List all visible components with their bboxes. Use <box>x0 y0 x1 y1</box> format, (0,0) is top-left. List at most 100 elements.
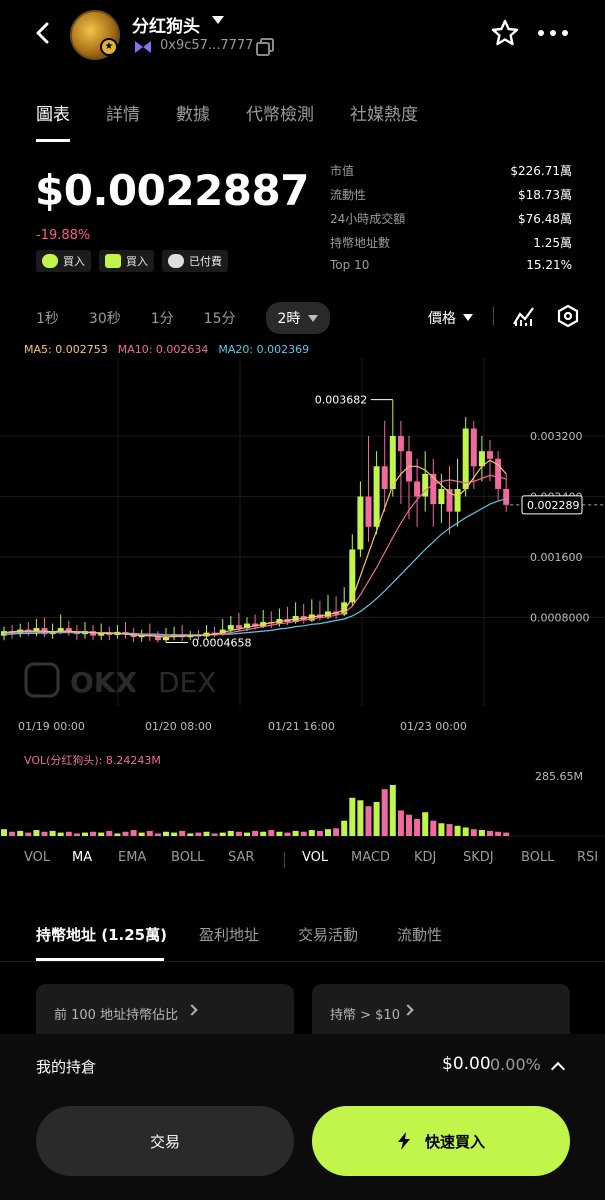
token-name[interactable]: 分红狗头 <box>132 17 200 37</box>
y-tick-label: 0.001600 <box>530 551 583 564</box>
x-tick-label: 01/19 00:00 <box>18 720 85 733</box>
tab-data[interactable]: 數據 <box>176 105 210 125</box>
high-marker: 0.003682 <box>315 394 393 407</box>
candle-body <box>1 631 7 636</box>
candle-body <box>341 602 348 615</box>
tab-liquidity[interactable]: 流動性 <box>397 926 443 944</box>
ma10-value: MA10: 0.002634 <box>117 343 209 356</box>
chart-grid <box>0 358 605 706</box>
contract-address: 0x9c57...7777 <box>160 38 254 53</box>
bag-icon <box>105 254 121 268</box>
volume-bar <box>203 831 210 836</box>
interval-1s[interactable]: 1秒 <box>36 311 59 327</box>
candle-body <box>98 632 105 636</box>
volume-bar <box>333 828 340 836</box>
volume-bar <box>495 831 502 836</box>
ind-vol[interactable]: VOL <box>24 850 51 865</box>
price-type-select[interactable]: 價格 <box>428 311 456 327</box>
tab-token-check[interactable]: 代幣檢測 <box>246 105 314 125</box>
volume-bar <box>49 830 56 836</box>
token-dropdown-icon[interactable] <box>212 16 224 24</box>
volume-bar <box>25 832 32 836</box>
indicator-tabs: VOL MA EMA BOLL SAR VOL MACD KDJ SKDJ BO… <box>0 850 605 872</box>
volume-bar <box>187 833 194 836</box>
watermark: OKX DEX <box>24 662 216 699</box>
tab-trade-activity[interactable]: 交易活動 <box>298 926 359 944</box>
candle-body <box>65 628 72 633</box>
candle-body <box>430 473 437 505</box>
candlestick-chart[interactable]: OKX DEX 0.0032000.0024000.0016000.000800… <box>0 358 605 738</box>
candle-body <box>389 436 396 489</box>
candle-body <box>227 625 234 630</box>
stat-holders: 持幣地址數 1.25萬 <box>330 236 572 250</box>
interval-30s[interactable]: 30秒 <box>88 311 121 327</box>
ind-sar[interactable]: SAR <box>228 850 255 865</box>
volume-bar <box>17 830 24 836</box>
bottom-bar: 我的持倉 $0.00 0.00% 交易 快速買入 <box>0 1034 605 1200</box>
candle-body <box>478 451 485 467</box>
volume-bar <box>470 829 477 836</box>
candle-body <box>454 488 461 512</box>
quick-buy-button[interactable]: 快速買入 <box>312 1106 570 1176</box>
svg-text:OKX: OKX <box>70 666 138 699</box>
ind-sub-vol[interactable]: VOL <box>302 850 329 865</box>
star-icon[interactable] <box>490 18 520 48</box>
badge-buy-1[interactable]: 買入 <box>36 250 91 272</box>
badge-paid[interactable]: 已付費 <box>162 250 228 272</box>
volume-bar <box>325 829 331 836</box>
candle-body <box>373 466 380 527</box>
candle-body <box>381 466 388 489</box>
last-price-marker: 0.002289 <box>510 495 605 515</box>
ind-macd[interactable]: MACD <box>351 850 390 865</box>
chevron-down-icon <box>308 314 319 322</box>
volume-bar <box>308 830 315 836</box>
token-avatar <box>70 10 120 60</box>
badge-buy-2[interactable]: 買入 <box>99 250 154 272</box>
candle-body <box>414 481 421 497</box>
trade-button[interactable]: 交易 <box>36 1106 294 1176</box>
divider <box>493 306 494 326</box>
ind-ma[interactable]: MA <box>72 850 93 865</box>
chevron-right-icon <box>186 1004 198 1016</box>
candle-body <box>130 634 137 638</box>
tab-profit-addresses[interactable]: 盈利地址 <box>199 926 260 944</box>
volume-bar <box>163 831 169 836</box>
tab-chart[interactable]: 圖表 <box>36 100 70 142</box>
volume-bar <box>438 823 445 836</box>
volume-bar <box>90 831 97 836</box>
tab-details[interactable]: 詳情 <box>106 105 140 125</box>
ind-boll[interactable]: BOLL <box>171 850 205 865</box>
back-arrow-icon[interactable] <box>30 20 56 46</box>
candle-body <box>446 488 453 512</box>
ind-ema[interactable]: EMA <box>118 850 147 865</box>
ind-sub-boll[interactable]: BOLL <box>521 850 555 865</box>
tab-social[interactable]: 社媒熱度 <box>350 105 418 125</box>
ind-kdj[interactable]: KDJ <box>414 850 437 865</box>
interval-1m[interactable]: 1分 <box>150 311 174 327</box>
volume-bar <box>357 800 364 836</box>
interval-15m[interactable]: 15分 <box>203 311 236 327</box>
chevron-up-icon[interactable] <box>550 1061 566 1077</box>
low-label: 0.0004658 <box>192 636 252 649</box>
tab-holders[interactable]: 持幣地址 (1.25萬) <box>36 926 167 944</box>
volume-bar <box>122 831 129 836</box>
more-icon[interactable] <box>536 22 570 44</box>
settings-icon[interactable] <box>556 304 580 328</box>
last-price-label: 0.002289 <box>527 499 580 512</box>
position-label: 我的持倉 <box>36 1058 97 1076</box>
volume-bar <box>171 832 178 836</box>
stat-top10: Top 10 15.21% <box>330 258 572 272</box>
interval-2h[interactable]: 2時 <box>265 302 331 334</box>
chevron-right-icon <box>402 1004 414 1016</box>
volume-bar <box>114 833 121 836</box>
copy-icon[interactable] <box>256 38 274 56</box>
x-tick-label: 01/21 16:00 <box>268 720 335 733</box>
candle-body <box>154 636 161 641</box>
volume-bar <box>446 824 453 836</box>
candle-body <box>462 428 469 489</box>
indicator-icon[interactable] <box>512 304 536 328</box>
ind-rsi[interactable]: RSI <box>577 850 599 865</box>
ind-skdj[interactable]: SKDJ <box>463 850 494 865</box>
candle-body <box>244 623 250 629</box>
